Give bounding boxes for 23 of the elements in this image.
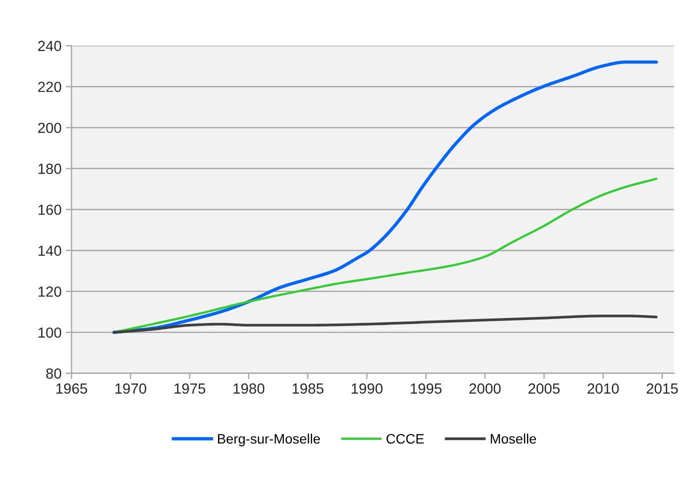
y-tick-label: 160: [38, 204, 62, 215]
y-tick-label: 140: [38, 246, 62, 256]
y-tick-label: 180: [38, 164, 62, 174]
x-tick-label: 2005: [528, 383, 560, 394]
y-tick-label: 240: [38, 40, 62, 52]
x-tick-label: 2015: [646, 383, 678, 394]
y-tick-label: 80: [46, 368, 62, 379]
y-tick-label: 100: [38, 327, 62, 338]
x-tick-label: 1995: [410, 383, 442, 394]
x-tick-label: 1985: [292, 383, 324, 394]
legend-label: CCCE: [386, 434, 424, 444]
y-tick-label: 200: [38, 122, 62, 134]
x-tick-label: 2000: [469, 383, 501, 394]
x-tick-label: 1990: [352, 383, 382, 394]
x-tick-label: 1970: [115, 383, 146, 394]
x-tick-label: 1980: [234, 383, 264, 394]
legend-label: Moselle: [490, 434, 536, 444]
x-tick-label: 1965: [56, 383, 88, 394]
y-tick-label: 220: [38, 82, 62, 92]
x-tick-label: 1975: [174, 383, 206, 394]
legend-label: Berg-sur-Moselle: [218, 434, 320, 446]
x-tick-label: 2010: [588, 383, 619, 394]
y-tick-label: 120: [38, 286, 62, 297]
